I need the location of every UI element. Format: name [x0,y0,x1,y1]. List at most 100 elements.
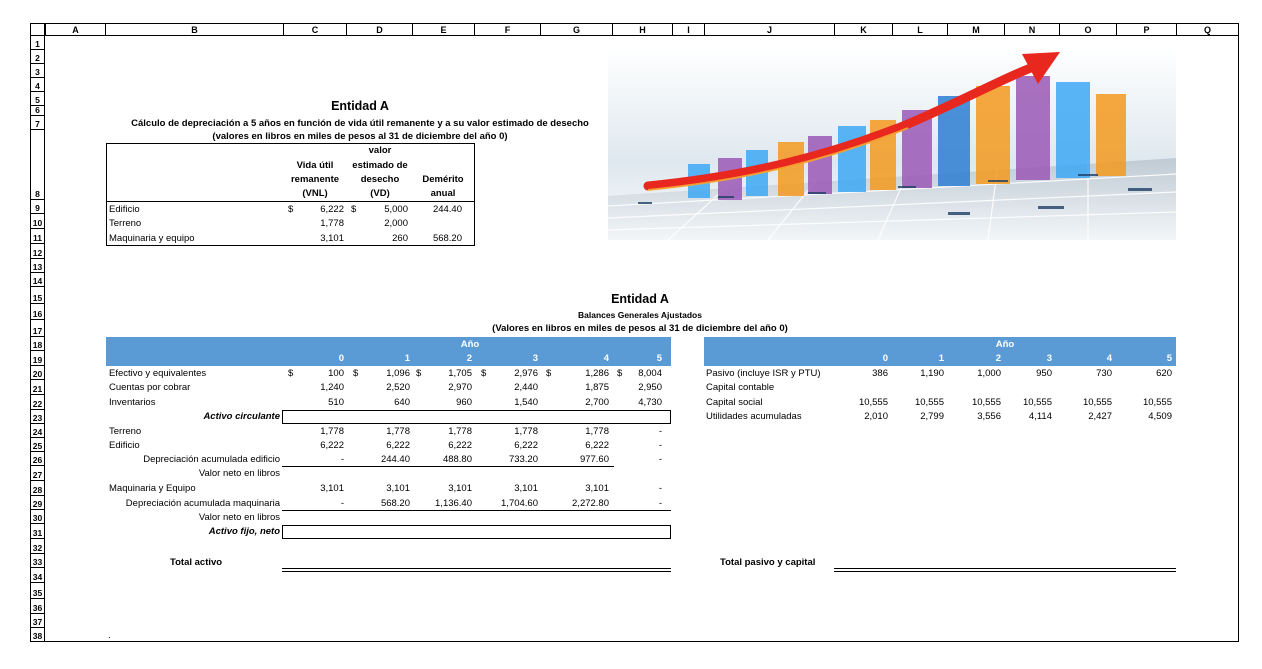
bal-title: Entidad A [611,292,669,306]
column-header-c[interactable]: C [283,23,346,36]
row-header-12[interactable]: 12 [30,244,45,259]
row-header-8[interactable]: 8 [30,130,45,200]
row-header-37[interactable]: 37 [30,614,45,628]
row-header-7[interactable]: 7 [30,116,45,130]
row-header-5[interactable]: 5 [30,92,45,106]
row-header-2[interactable]: 2 [30,50,45,64]
asset-cell: 6,222 [585,440,609,451]
asset-cell: 1,240 [320,382,344,393]
liab-cell: 10,555 [1142,397,1172,408]
row-header-10[interactable]: 10 [30,214,45,229]
row-header-25[interactable]: 25 [30,438,45,452]
liab-cell: 10,555 [971,397,1001,408]
row-header-26[interactable]: 26 [30,452,45,466]
liab-year-3: 3 [1046,353,1052,364]
top-row-demerito: 244.40 [432,204,462,215]
row-header-35[interactable]: 35 [30,583,45,599]
column-header-d[interactable]: D [346,23,412,36]
row-header-20[interactable]: 20 [30,366,45,380]
sheet-border-bottom [45,641,1239,642]
top-row-vd: 260 [392,233,408,244]
row-header-29[interactable]: 29 [30,496,45,510]
column-header-o[interactable]: O [1059,23,1116,36]
row-header-28[interactable]: 28 [30,481,45,496]
row-header-1[interactable]: 1 [30,36,45,50]
row-header-31[interactable]: 31 [30,524,45,539]
liab-year-header-band [704,337,1176,366]
top-row-vd: 5,000 [384,204,408,215]
row-header-36[interactable]: 36 [30,599,45,614]
hdr-dem-1: Demérito [422,174,464,185]
column-header-g[interactable]: G [540,23,612,36]
hdr-vd-2: estimado de [352,160,408,171]
column-header-n[interactable]: N [1004,23,1059,36]
column-header-i[interactable]: I [672,23,704,36]
asset-row-label: Depreciación acumulada maquinaria [125,498,280,509]
asset-row-label: Maquinaria y Equipo [109,483,196,494]
currency-sign: $ [288,368,294,379]
row-header-34[interactable]: 34 [30,568,45,583]
currency-sign: $ [353,368,359,379]
liab-cell: 4,509 [1148,411,1172,422]
top-row-vnl: 6,222 [320,204,344,215]
assets-year-header-band [106,337,671,366]
column-header-q[interactable]: Q [1176,23,1238,36]
row-header-6[interactable]: 6 [30,105,45,116]
row-header-23[interactable]: 23 [30,410,45,424]
row-header-32[interactable]: 32 [30,539,45,554]
asset-cell: 2,970 [448,382,472,393]
column-header-a[interactable]: A [45,23,105,36]
assets-year-0: 0 [338,353,344,364]
row-header-17[interactable]: 17 [30,320,45,337]
column-header-h[interactable]: H [612,23,672,36]
hdr-vd-3: desecho [360,174,400,185]
row-header-15[interactable]: 15 [30,287,45,304]
column-header-f[interactable]: F [474,23,540,36]
asset-cell: 8,004 [638,368,662,379]
select-all-corner[interactable] [30,23,45,36]
asset-row-label: Efectivo y equivalentes [109,368,207,379]
column-header-m[interactable]: M [947,23,1004,36]
top-row-label: Terreno [109,218,142,229]
asset-cell: 1,778 [448,426,472,437]
depreciation-table-header-line [106,201,475,202]
row-header-9[interactable]: 9 [30,200,45,214]
row-header-24[interactable]: 24 [30,424,45,438]
row-header-16[interactable]: 16 [30,304,45,320]
depr-maquinaria-underline [282,510,671,511]
column-header-b[interactable]: B [105,23,283,36]
column-header-j[interactable]: J [704,23,834,36]
column-header-k[interactable]: K [834,23,892,36]
row-header-33[interactable]: 33 [30,554,45,568]
liab-cell: 1,190 [920,368,944,379]
asset-cell: 6,222 [386,440,410,451]
row-header-19[interactable]: 19 [30,351,45,366]
activo-circulante-box [282,410,671,424]
row-header-22[interactable]: 22 [30,395,45,410]
liab-cell: 950 [1036,368,1052,379]
asset-cell: 3,101 [448,483,472,494]
row-header-21[interactable]: 21 [30,380,45,395]
column-header-l[interactable]: L [892,23,947,36]
bar-chart-arrow-icon [607,46,1177,241]
row-header-27[interactable]: 27 [30,466,45,481]
row-header-4[interactable]: 4 [30,78,45,92]
bal-subtitle2: (Valores en libros en miles de pesos al … [492,323,788,334]
row-header-11[interactable]: 11 [30,229,45,244]
liab-cell: 2,427 [1088,411,1112,422]
row-header-30[interactable]: 30 [30,510,45,524]
liab-cell: 10,555 [1022,397,1052,408]
asset-cell: 1,778 [514,426,538,437]
row-header-13[interactable]: 13 [30,259,45,273]
asset-cell: 3,101 [386,483,410,494]
asset-cell: 2,272.80 [572,498,609,509]
row-header-14[interactable]: 14 [30,273,45,287]
row-header-3[interactable]: 3 [30,64,45,78]
column-header-p[interactable]: P [1116,23,1176,36]
column-header-e[interactable]: E [412,23,474,36]
row-header-18[interactable]: 18 [30,337,45,351]
row-header-38[interactable]: 38 [30,628,45,642]
top-row-currency: $ [351,204,357,215]
hdr-dem-2: anual [430,188,456,199]
